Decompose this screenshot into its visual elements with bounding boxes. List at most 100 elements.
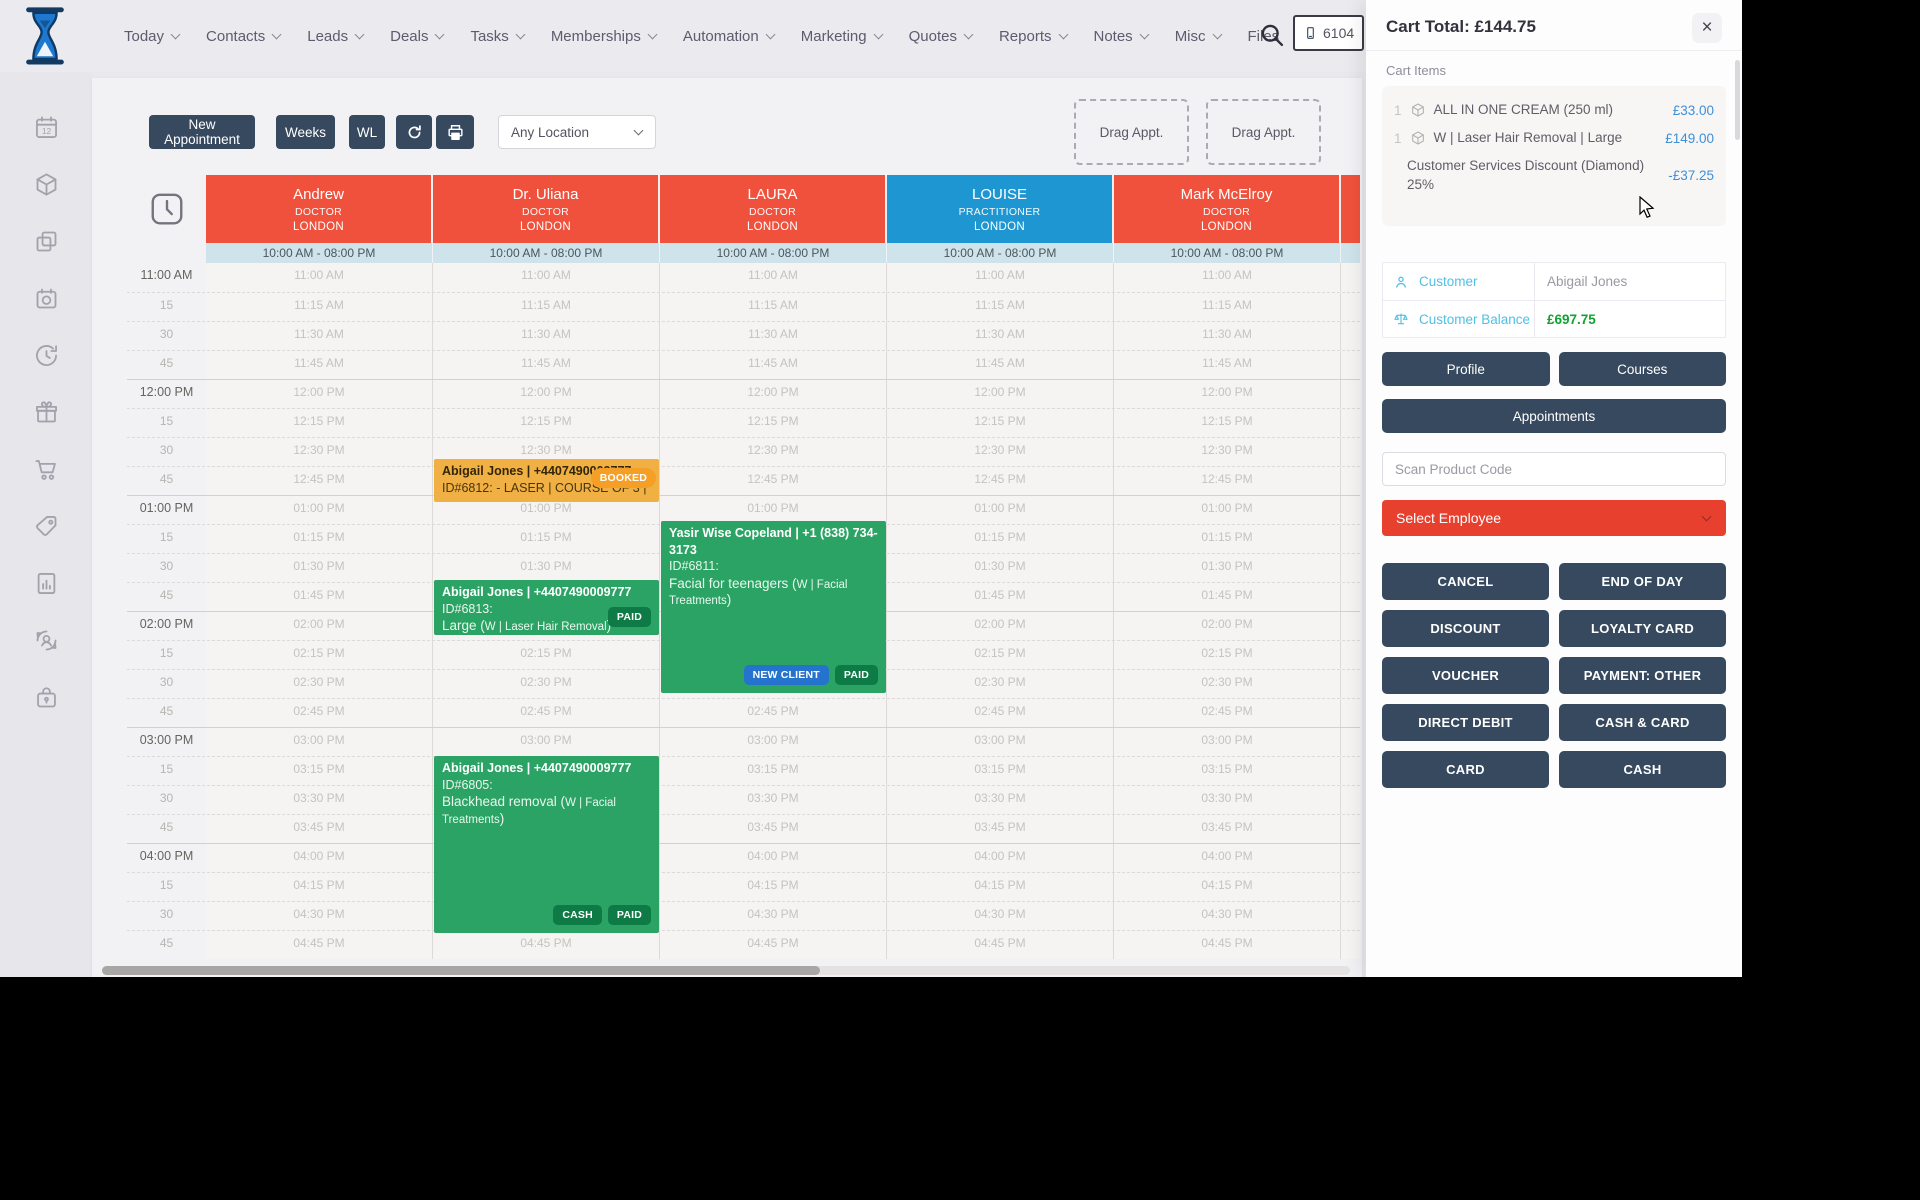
calendar-slot[interactable]: 12:15 PM (433, 409, 660, 437)
calendar-slot[interactable]: 01:30 PM (206, 554, 433, 582)
nav-item-misc[interactable]: Misc (1175, 28, 1222, 45)
calendar-slot[interactable]: 03:15 PM (1114, 757, 1341, 785)
calendar-slot[interactable]: 11:15 AM (1114, 293, 1341, 321)
app-logo[interactable] (16, 5, 74, 67)
nav-item-reports[interactable]: Reports (999, 28, 1068, 45)
cash-button[interactable]: CASH (1559, 751, 1726, 788)
payment-other-button[interactable]: PAYMENT: OTHER (1559, 657, 1726, 694)
new-appointment-button[interactable]: New Appointment (149, 115, 255, 149)
calendar-slot[interactable]: 01:15 PM (433, 525, 660, 553)
calendar-slot[interactable]: 01:00 PM (887, 496, 1114, 524)
calendar-slot[interactable]: 11:45 AM (1114, 351, 1341, 379)
calendar-slot[interactable]: 03:30 PM (887, 786, 1114, 814)
nav-item-marketing[interactable]: Marketing (801, 28, 884, 45)
calendar-slot[interactable]: 12:45 PM (206, 467, 433, 495)
calendar-slot[interactable]: 11:30 AM (433, 322, 660, 350)
calendar-slot[interactable]: 11:45 AM (433, 351, 660, 379)
calendar-slot[interactable]: 03:15 PM (660, 757, 887, 785)
calendar-slot[interactable]: 01:15 PM (887, 525, 1114, 553)
calendar-slot[interactable]: 03:00 PM (206, 728, 433, 756)
column-header-mark-mcelroy[interactable]: Mark McElroy DOCTOR LONDON (1114, 175, 1341, 243)
cart-item[interactable]: Customer Services Discount (Diamond) 25%… (1394, 152, 1714, 198)
nav-item-today[interactable]: Today (124, 28, 181, 45)
calendar-slot[interactable]: 11:45 AM (206, 351, 433, 379)
calendar-slot[interactable]: 02:30 PM (887, 670, 1114, 698)
nav-item-notes[interactable]: Notes (1094, 28, 1150, 45)
nav-item-memberships[interactable]: Memberships (551, 28, 658, 45)
calendar-slot[interactable]: 03:00 PM (887, 728, 1114, 756)
calendar-slot[interactable]: 12:45 PM (1114, 467, 1341, 495)
calendar-slot[interactable]: 12:15 PM (660, 409, 887, 437)
calendar-slot[interactable]: 11:30 AM (887, 322, 1114, 350)
nav-item-leads[interactable]: Leads (307, 28, 365, 45)
calendar-slot[interactable]: 02:15 PM (1114, 641, 1341, 669)
calendar-slot[interactable]: 01:45 PM (887, 583, 1114, 611)
courses-button[interactable]: Courses (1558, 352, 1726, 386)
calendar-slot[interactable]: 03:00 PM (1114, 728, 1341, 756)
calendar-slot[interactable]: 11:45 AM (660, 351, 887, 379)
calendar-slot[interactable]: 12:45 PM (887, 467, 1114, 495)
calendar-slot[interactable]: 02:45 PM (660, 699, 887, 727)
select-employee-dropdown[interactable]: Select Employee (1382, 500, 1726, 536)
sidebar-item-lock-case[interactable] (33, 684, 60, 711)
profile-button[interactable]: Profile (1382, 352, 1550, 386)
card-button[interactable]: CARD (1382, 751, 1549, 788)
calendar-slot[interactable]: 12:30 PM (660, 438, 887, 466)
calendar-slot[interactable]: 11:45 AM (887, 351, 1114, 379)
calendar-slot[interactable]: 02:30 PM (433, 670, 660, 698)
calendar-slot[interactable]: 12:15 PM (1114, 409, 1341, 437)
calendar-slot[interactable]: 04:45 PM (660, 931, 887, 959)
calendar-slot[interactable]: 11:30 AM (206, 322, 433, 350)
calendar-slot[interactable]: 04:15 PM (1114, 873, 1341, 901)
nav-item-deals[interactable]: Deals (390, 28, 445, 45)
cancel-button[interactable]: CANCEL (1382, 563, 1549, 600)
print-button[interactable] (436, 115, 474, 149)
sidebar-item-price-tag[interactable] (33, 513, 60, 540)
calendar-slot[interactable]: 12:15 PM (206, 409, 433, 437)
calendar-slot[interactable]: 12:00 PM (1114, 380, 1341, 408)
calendar-slot[interactable]: 01:45 PM (206, 583, 433, 611)
sidebar-item-calendar-date[interactable]: 12 (33, 114, 60, 141)
calendar-slot[interactable]: 04:30 PM (660, 902, 887, 930)
calendar-slot[interactable]: 11:00 AM (660, 263, 887, 292)
calendar-slot[interactable]: 03:45 PM (1114, 815, 1341, 843)
appointment-block[interactable]: Abigail Jones | +4407490009777 ID#6805: Bl… (434, 756, 659, 933)
calendar-slot[interactable]: 04:45 PM (887, 931, 1114, 959)
calendar-slot[interactable]: 12:00 PM (433, 380, 660, 408)
calendar-slot[interactable]: 11:00 AM (433, 263, 660, 292)
sidebar-item-gift[interactable] (33, 399, 60, 426)
sidebar-item-report-chart[interactable] (33, 570, 60, 597)
calendar-slot[interactable]: 11:15 AM (660, 293, 887, 321)
appointment-block[interactable]: Yasir Wise Copeland | +1 (838) 734-3173 I… (661, 521, 886, 693)
sidebar-item-history-clock[interactable] (33, 342, 60, 369)
appointment-block[interactable]: Abigail Jones | +4407490009777 ID#6812: -… (434, 459, 659, 502)
discount-button[interactable]: DISCOUNT (1382, 610, 1549, 647)
calendar-slot[interactable]: 03:30 PM (660, 786, 887, 814)
voucher-button[interactable]: VOUCHER (1382, 657, 1549, 694)
drag-appointment-slot-2[interactable]: Drag Appt. (1206, 99, 1321, 165)
calendar-slot[interactable]: 02:45 PM (433, 699, 660, 727)
calendar-slot[interactable]: 11:00 AM (887, 263, 1114, 292)
calendar-slot[interactable]: 04:00 PM (660, 844, 887, 872)
column-header-dr-uliana[interactable]: Dr. Uliana DOCTOR LONDON (433, 175, 660, 243)
calendar-slot[interactable]: 01:15 PM (1114, 525, 1341, 553)
calendar-slot[interactable]: 04:00 PM (206, 844, 433, 872)
weeks-button[interactable]: Weeks (276, 115, 335, 149)
calendar-slot[interactable]: 02:15 PM (433, 641, 660, 669)
direct-debit-button[interactable]: DIRECT DEBIT (1382, 704, 1549, 741)
calendar-slot[interactable]: 04:45 PM (206, 931, 433, 959)
scan-product-code-input[interactable] (1382, 452, 1726, 486)
calendar-slot[interactable]: 03:15 PM (206, 757, 433, 785)
cart-item[interactable]: 1 ALL IN ONE CREAM (250 ml) £33.00 (1394, 96, 1714, 124)
calendar-slot[interactable]: 03:30 PM (206, 786, 433, 814)
sidebar-item-copy-pages[interactable] (33, 228, 60, 255)
calendar-slot[interactable]: 12:15 PM (887, 409, 1114, 437)
calendar-slot[interactable]: 04:15 PM (660, 873, 887, 901)
location-select[interactable]: Any Location (498, 115, 656, 149)
sidebar-item-shopping-cart[interactable] (33, 456, 60, 483)
customer-link[interactable]: Customer (1383, 263, 1535, 300)
calendar-slot[interactable]: 02:00 PM (206, 612, 433, 640)
calendar-slot[interactable]: 11:30 AM (660, 322, 887, 350)
calendar-slot[interactable]: 04:15 PM (206, 873, 433, 901)
calendar-slot[interactable]: 02:00 PM (1114, 612, 1341, 640)
